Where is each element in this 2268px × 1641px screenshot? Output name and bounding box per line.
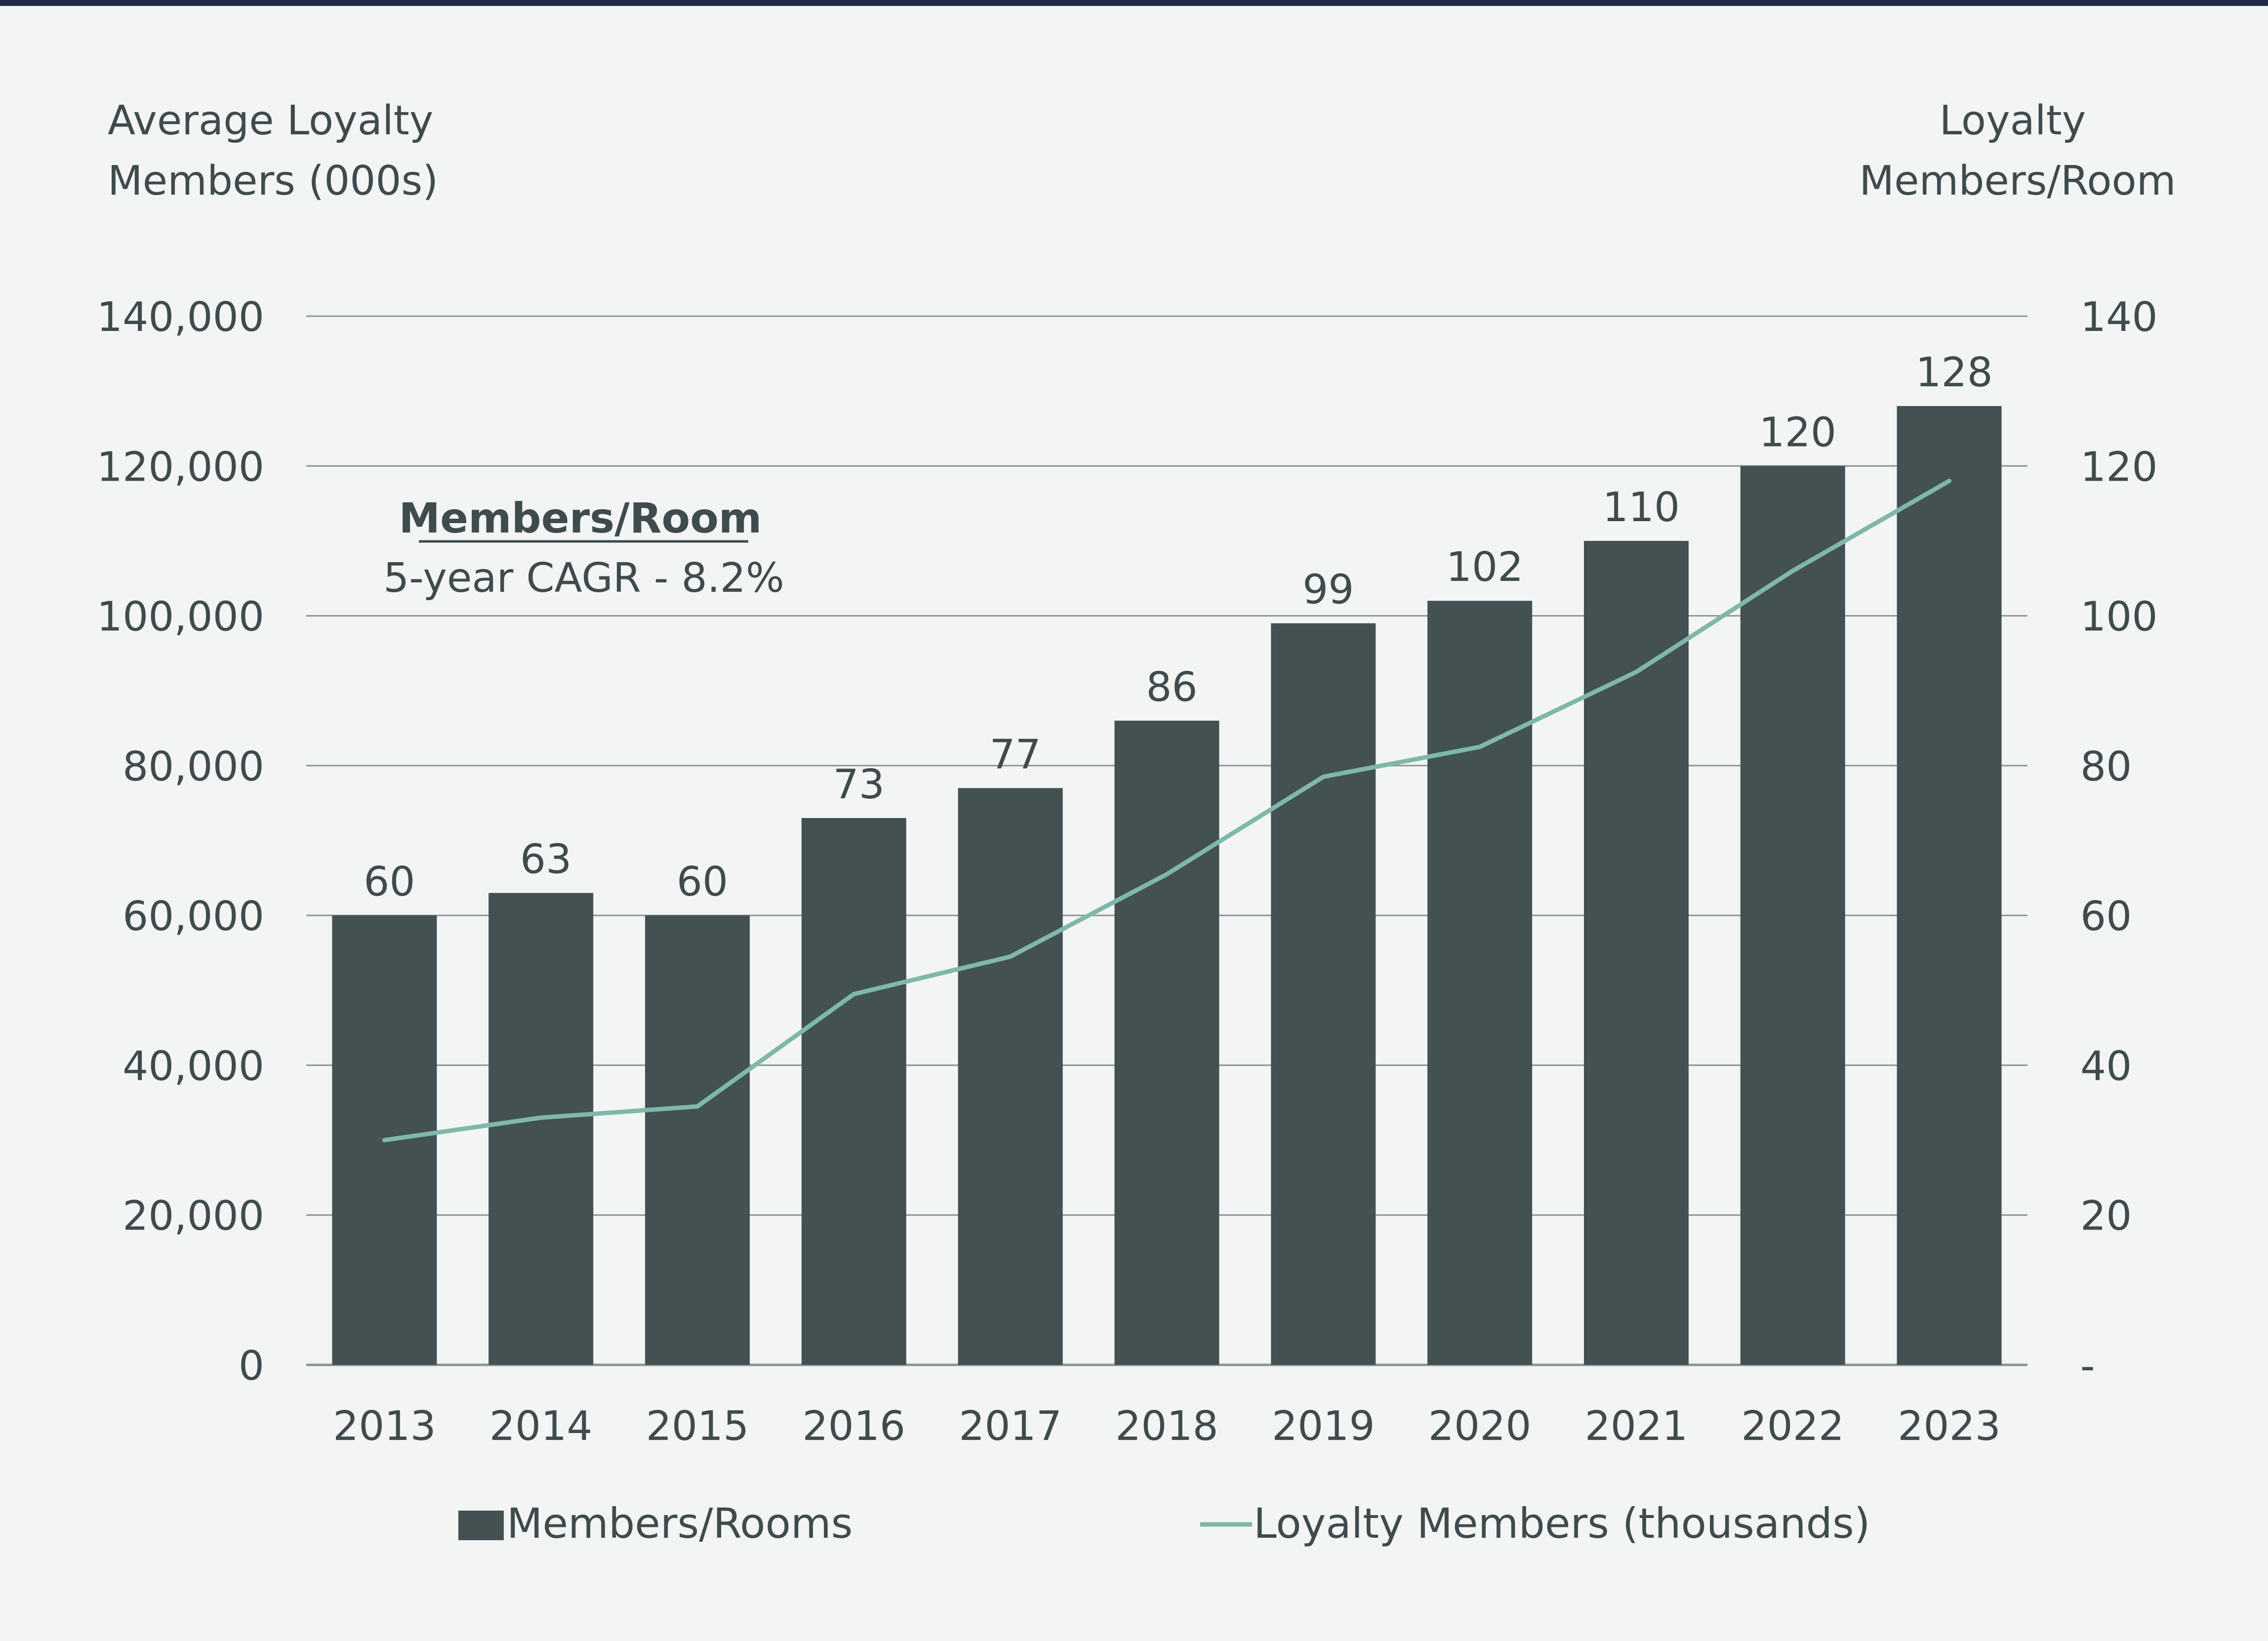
bar-data-label: 102 <box>1446 544 1524 591</box>
annotation-subtitle: 5-year CAGR - 8.2% <box>383 555 784 602</box>
right-axis-tick-label: - <box>2080 1343 2095 1390</box>
x-axis-tick-label: 2021 <box>1585 1403 1688 1450</box>
left-axis-tick-label: 100,000 <box>97 594 264 641</box>
right-axis-tick-label: 40 <box>2080 1043 2132 1090</box>
x-axis-tick-label: 2022 <box>1741 1403 1844 1450</box>
x-axis-tick-label: 2018 <box>1115 1403 1218 1450</box>
x-axis-tick-label: 2019 <box>1272 1403 1375 1450</box>
legend-label-line: Loyalty Members (thousands) <box>1254 1499 1870 1548</box>
right-axis-tick-label: 100 <box>2080 594 2158 641</box>
x-axis-tick-label: 2016 <box>803 1403 906 1450</box>
left-axis-title: Average Loyalty <box>108 97 433 144</box>
bar-data-label: 99 <box>1302 567 1354 614</box>
left-axis-tick-label: 60,000 <box>122 893 264 940</box>
left-axis-tick-label: 20,000 <box>122 1193 264 1240</box>
bar-2018[interactable] <box>1114 720 1219 1365</box>
right-axis-title: Members/Room <box>1859 158 2176 205</box>
bar-data-label: 110 <box>1603 484 1680 531</box>
bar-2023[interactable] <box>1897 406 2002 1365</box>
bar-2021[interactable] <box>1583 540 1689 1365</box>
left-axis-tick-label: 140,000 <box>97 294 264 341</box>
bar-2014[interactable] <box>488 893 594 1365</box>
x-axis-tick-label: 2013 <box>333 1403 436 1450</box>
bar-data-label: 73 <box>833 761 885 808</box>
right-axis-tick-label: 60 <box>2080 893 2132 940</box>
left-axis-tick-label: 120,000 <box>97 444 264 491</box>
bar-data-label: 86 <box>1146 664 1197 711</box>
right-axis-tick-label: 20 <box>2080 1193 2132 1240</box>
legend-swatch-bars <box>458 1511 504 1540</box>
bar-data-label: 77 <box>990 731 1041 778</box>
legend-label-bars: Members/Rooms <box>507 1499 853 1548</box>
x-axis-tick-label: 2017 <box>959 1403 1062 1450</box>
bar-data-label: 120 <box>1759 409 1837 456</box>
left-axis-title: Members (000s) <box>108 158 438 205</box>
bar-2017[interactable] <box>958 788 1063 1365</box>
bar-data-label: 63 <box>520 836 571 883</box>
bar-2020[interactable] <box>1427 601 1533 1365</box>
bar-2019[interactable] <box>1271 623 1376 1365</box>
x-axis-tick-label: 2023 <box>1898 1403 2001 1450</box>
right-axis-tick-label: 80 <box>2080 743 2132 790</box>
left-axis-tick-label: 80,000 <box>122 743 264 790</box>
left-axis-tick-label: 40,000 <box>122 1043 264 1090</box>
bar-2015[interactable] <box>645 915 750 1365</box>
x-axis-tick-label: 2020 <box>1428 1403 1532 1450</box>
top-rule <box>0 0 2268 6</box>
bar-2022[interactable] <box>1740 466 1845 1365</box>
x-axis-tick-label: 2015 <box>646 1403 749 1450</box>
right-axis-title: Loyalty <box>1940 97 2086 144</box>
bar-data-label: 128 <box>1915 349 1993 396</box>
bar-data-label: 60 <box>364 859 415 905</box>
bar-data-label: 60 <box>677 859 728 905</box>
bar-2016[interactable] <box>801 818 906 1365</box>
annotation-title: Members/Room <box>399 494 762 542</box>
left-axis-tick-label: 0 <box>239 1343 264 1390</box>
x-axis-tick-label: 2014 <box>489 1403 593 1450</box>
right-axis-tick-label: 140 <box>2080 294 2158 341</box>
right-axis-tick-label: 120 <box>2080 444 2158 491</box>
